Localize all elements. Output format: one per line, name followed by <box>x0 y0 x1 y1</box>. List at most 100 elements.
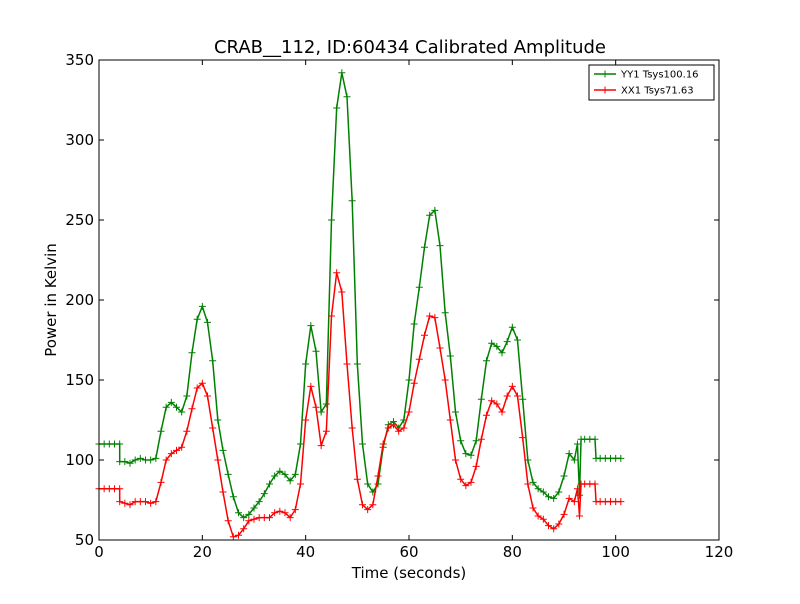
data-point <box>534 512 542 520</box>
data-point <box>193 315 201 323</box>
data-point <box>266 514 273 522</box>
y-axis-label: Power in Kelvin <box>42 243 60 357</box>
data-point <box>503 338 511 346</box>
data-point <box>488 397 496 405</box>
data-point <box>214 456 222 464</box>
data-point <box>545 493 552 501</box>
data-point <box>488 339 496 347</box>
data-point <box>307 382 315 390</box>
data-point <box>188 405 196 413</box>
data-point <box>524 480 532 488</box>
data-point <box>193 384 201 392</box>
data-point <box>116 485 124 493</box>
chart-legend: YY1 Tsys100.16 XX1 Tsys71.63 <box>588 64 715 101</box>
data-point <box>136 454 144 462</box>
data-point <box>302 416 310 424</box>
legend-entries: YY1 Tsys100.16 XX1 Tsys71.63 <box>594 70 699 97</box>
data-point <box>157 478 165 486</box>
data-point <box>426 312 434 320</box>
data-point <box>307 322 315 330</box>
data-point <box>405 408 413 416</box>
data-point <box>152 498 160 506</box>
data-point <box>276 467 284 475</box>
data-point <box>152 454 160 462</box>
data-point <box>214 416 222 424</box>
data-point <box>121 499 129 507</box>
legend-marker <box>601 86 609 94</box>
data-point <box>452 456 459 464</box>
data-point <box>291 470 299 478</box>
data-point <box>286 514 294 522</box>
data-point <box>364 506 372 514</box>
data-point <box>508 382 516 390</box>
data-point <box>405 376 413 384</box>
data-point <box>333 104 341 112</box>
data-point <box>178 443 186 451</box>
data-point <box>317 442 325 450</box>
data-point <box>395 427 403 435</box>
x-tick-label: 100 <box>601 543 630 561</box>
data-point <box>441 309 449 317</box>
legend-marker <box>601 70 609 78</box>
data-point <box>255 498 263 506</box>
data-point <box>281 509 289 517</box>
data-point <box>271 472 279 480</box>
data-point <box>312 403 320 411</box>
data-point <box>462 482 470 490</box>
data-point <box>322 400 330 408</box>
data-point <box>204 392 211 400</box>
x-tick-label: 120 <box>705 543 734 561</box>
data-point <box>359 440 366 448</box>
data-point <box>250 515 258 523</box>
x-tick-label: 20 <box>193 543 212 561</box>
data-point <box>431 206 439 214</box>
data-point <box>436 344 444 352</box>
data-point <box>374 480 382 488</box>
data-point <box>483 357 490 365</box>
data-point <box>576 512 583 520</box>
data-point <box>508 323 516 331</box>
data-point <box>457 475 465 483</box>
data-point <box>617 454 625 462</box>
data-point <box>565 450 573 458</box>
series-line <box>99 72 621 519</box>
data-point <box>281 470 289 478</box>
data-point <box>245 510 253 518</box>
y-tick-label: 300 <box>65 131 94 149</box>
data-point <box>426 211 434 219</box>
plot-frame <box>98 59 720 541</box>
data-point <box>147 499 155 507</box>
data-point <box>565 494 573 502</box>
x-axis-label: Time (seconds) <box>351 564 467 582</box>
data-point <box>472 462 480 470</box>
data-point <box>147 456 155 464</box>
data-point <box>142 498 149 506</box>
data-point <box>560 510 568 518</box>
data-point <box>410 379 418 387</box>
data-point <box>219 488 227 496</box>
y-tick-label: 250 <box>65 211 94 229</box>
data-point <box>415 283 423 291</box>
data-point <box>555 520 563 528</box>
data-point <box>183 392 191 400</box>
data-point <box>297 440 304 448</box>
data-point <box>560 472 568 480</box>
y-tick-label: 150 <box>65 371 94 389</box>
data-point <box>573 440 581 448</box>
data-point <box>302 360 310 368</box>
data-point <box>209 424 217 432</box>
data-point <box>441 376 449 384</box>
data-point <box>235 531 242 539</box>
series-line <box>99 272 621 538</box>
data-point <box>328 216 335 224</box>
data-point <box>126 501 134 509</box>
data-point <box>198 379 206 387</box>
data-point <box>286 477 294 485</box>
data-point <box>183 427 191 435</box>
data-point <box>229 533 237 541</box>
series-2 <box>95 269 625 541</box>
data-point <box>374 472 382 480</box>
data-point <box>573 485 581 493</box>
data-point <box>591 435 599 443</box>
